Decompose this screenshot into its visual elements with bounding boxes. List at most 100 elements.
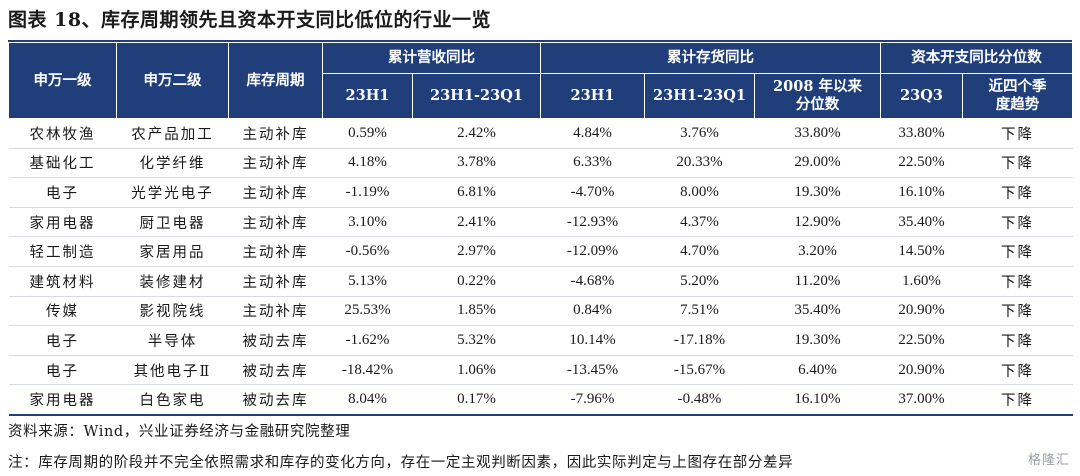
table-cell: 33.80% bbox=[754, 118, 881, 149]
table-cell: 被动去库 bbox=[228, 384, 323, 416]
table-cell: 下降 bbox=[962, 118, 1073, 149]
table-cell: 33.80% bbox=[880, 118, 963, 149]
col-header-sw1: 申万一级 bbox=[8, 42, 117, 119]
table-cell: 半导体 bbox=[116, 325, 229, 356]
table-cell: 基础化工 bbox=[8, 148, 117, 179]
table-cell: 3.20% bbox=[754, 236, 881, 267]
table-cell: -18.42% bbox=[322, 355, 413, 386]
title-rule bbox=[8, 40, 1072, 42]
table-cell: 下降 bbox=[962, 148, 1073, 179]
table-cell: -1.62% bbox=[322, 325, 413, 356]
table-cell: 0.59% bbox=[322, 118, 413, 149]
table-cell: 厨卫电器 bbox=[116, 207, 229, 238]
table-row: 家用电器 白色家电 被动去库 8.04% 0.17% -7.96% -0.48% 16.10%… bbox=[8, 384, 1073, 416]
table-cell: 主动补库 bbox=[228, 236, 323, 267]
table-cell: 37.00% bbox=[880, 384, 963, 416]
group-header-revenue: 累计营收同比 bbox=[322, 42, 541, 74]
table-cell: 下降 bbox=[962, 177, 1073, 208]
table-cell: 电子 bbox=[8, 177, 117, 208]
table-cell: -0.56% bbox=[322, 236, 413, 267]
table-cell: -1.19% bbox=[322, 177, 413, 208]
table-cell: 家用电器 bbox=[8, 384, 117, 416]
table-cell: 20.90% bbox=[880, 355, 963, 386]
table-cell: 14.50% bbox=[880, 236, 963, 267]
table-cell: 农产品加工 bbox=[116, 118, 229, 149]
table-cell: 19.30% bbox=[754, 177, 881, 208]
table-cell: 25.53% bbox=[322, 296, 413, 327]
table-cell: 被动去库 bbox=[228, 325, 323, 356]
table-cell: 装修建材 bbox=[116, 266, 229, 297]
table-cell: 1.60% bbox=[880, 266, 963, 297]
table-cell: 3.78% bbox=[412, 148, 541, 179]
table-row: 农林牧渔 农产品加工 主动补库 0.59% 2.42% 4.84% 3.76% 33.80% 3… bbox=[8, 118, 1073, 149]
table-cell: 3.10% bbox=[322, 207, 413, 238]
group-header-capex: 资本开支同比分位数 bbox=[880, 42, 1074, 74]
table-cell: 10.14% bbox=[540, 325, 645, 356]
table-cell: 35.40% bbox=[754, 296, 881, 327]
col-header-sw2: 申万二级 bbox=[116, 42, 229, 119]
table-row: 建筑材料 装修建材 主动补库 5.13% 0.22% -4.68% 5.20% 11.20% 1… bbox=[8, 266, 1073, 297]
table-cell: 下降 bbox=[962, 325, 1073, 356]
table-cell: 被动去库 bbox=[228, 355, 323, 386]
header-row-1: 申万一级 申万二级 库存周期 累计营收同比 累计存货同比 资本开支同比分位数 bbox=[8, 42, 1074, 119]
figure-title: 图表 18、库存周期领先且资本开支同比低位的行业一览 bbox=[8, 9, 492, 31]
table-cell: 4.18% bbox=[322, 148, 413, 179]
table-cell: 主动补库 bbox=[228, 266, 323, 297]
table-cell: 主动补库 bbox=[228, 296, 323, 327]
col-header-inv-pct: 2008 年以来 分位数 bbox=[753, 73, 882, 119]
table-cell: 6.33% bbox=[540, 148, 645, 179]
inv-pct-line-2: 分位数 bbox=[795, 96, 840, 113]
table-cell: 16.10% bbox=[754, 384, 881, 416]
table-cell: 影视院线 bbox=[116, 296, 229, 327]
table-cell: 家用电器 bbox=[8, 207, 117, 238]
col-header-inv-chg: 23H1-23Q1 bbox=[644, 73, 755, 119]
table-row: 电子 其他电子Ⅱ 被动去库 -18.42% 1.06% -13.45% -15.67% 6.4… bbox=[8, 355, 1073, 386]
table-cell: 3.76% bbox=[644, 118, 755, 149]
table-cell: -15.67% bbox=[644, 355, 755, 386]
table-cell: 下降 bbox=[962, 296, 1073, 327]
table-cell: 建筑材料 bbox=[8, 266, 117, 297]
table-cell: 2.41% bbox=[412, 207, 541, 238]
table-cell: 电子 bbox=[8, 355, 117, 386]
table-cell: 22.50% bbox=[880, 148, 963, 179]
industry-table: 申万一级 申万二级 库存周期 累计营收同比 累计存货同比 资本开支同比分位数 2… bbox=[8, 42, 1074, 416]
table-cell: 家居用品 bbox=[116, 236, 229, 267]
table-cell: 下降 bbox=[962, 207, 1073, 238]
table-cell: 29.00% bbox=[754, 148, 881, 179]
table-cell: -4.70% bbox=[540, 177, 645, 208]
table-cell: 下降 bbox=[962, 236, 1073, 267]
table-cell: 下降 bbox=[962, 266, 1073, 297]
table-body: 农林牧渔 农产品加工 主动补库 0.59% 2.42% 4.84% 3.76% 33.80% 3… bbox=[8, 118, 1073, 416]
table-cell: 主动补库 bbox=[228, 148, 323, 179]
col-header-rev-23h1: 23H1 bbox=[322, 73, 413, 119]
table-cell: 5.32% bbox=[412, 325, 541, 356]
table-row: 电子 光学光电子 主动补库 -1.19% 6.81% -4.70% 8.00% 19.30% 1… bbox=[8, 177, 1073, 208]
capex-trend-line-1: 近四个季 bbox=[988, 78, 1047, 95]
table-row: 轻工制造 家居用品 主动补库 -0.56% 2.97% -12.09% 4.70% 3.20%… bbox=[8, 236, 1073, 267]
table-cell: 电子 bbox=[8, 325, 117, 356]
table-cell: 6.40% bbox=[754, 355, 881, 386]
table-cell: -7.96% bbox=[540, 384, 645, 416]
table-cell: -0.48% bbox=[644, 384, 755, 416]
col-header-inv-23h1: 23H1 bbox=[540, 73, 645, 119]
table-cell: -12.09% bbox=[540, 236, 645, 267]
table-cell: 7.51% bbox=[644, 296, 755, 327]
table-cell: 0.22% bbox=[412, 266, 541, 297]
table-cell: 1.06% bbox=[412, 355, 541, 386]
col-header-cycle: 库存周期 bbox=[228, 42, 323, 119]
table-cell: 4.37% bbox=[644, 207, 755, 238]
table-cell: 35.40% bbox=[880, 207, 963, 238]
table-cell: 19.30% bbox=[754, 325, 881, 356]
table-row: 家用电器 厨卫电器 主动补库 3.10% 2.41% -12.93% 4.37% 12.90%… bbox=[8, 207, 1073, 238]
table-cell: 主动补库 bbox=[228, 177, 323, 208]
group-header-inventory: 累计存货同比 bbox=[539, 42, 882, 74]
col-header-capex-trend: 近四个季 度趋势 bbox=[962, 73, 1074, 119]
header-row-2: 23H1 23H1-23Q1 23H1 23H1-23Q1 2008 年以来 分… bbox=[9, 73, 1074, 119]
table-cell: 20.90% bbox=[880, 296, 963, 327]
table-cell: 4.84% bbox=[540, 118, 645, 149]
table-cell: 光学光电子 bbox=[116, 177, 229, 208]
table-cell: 2.42% bbox=[412, 118, 541, 149]
table-cell: -13.45% bbox=[540, 355, 645, 386]
table-cell: 8.00% bbox=[644, 177, 755, 208]
col-header-rev-chg: 23H1-23Q1 bbox=[412, 73, 541, 119]
